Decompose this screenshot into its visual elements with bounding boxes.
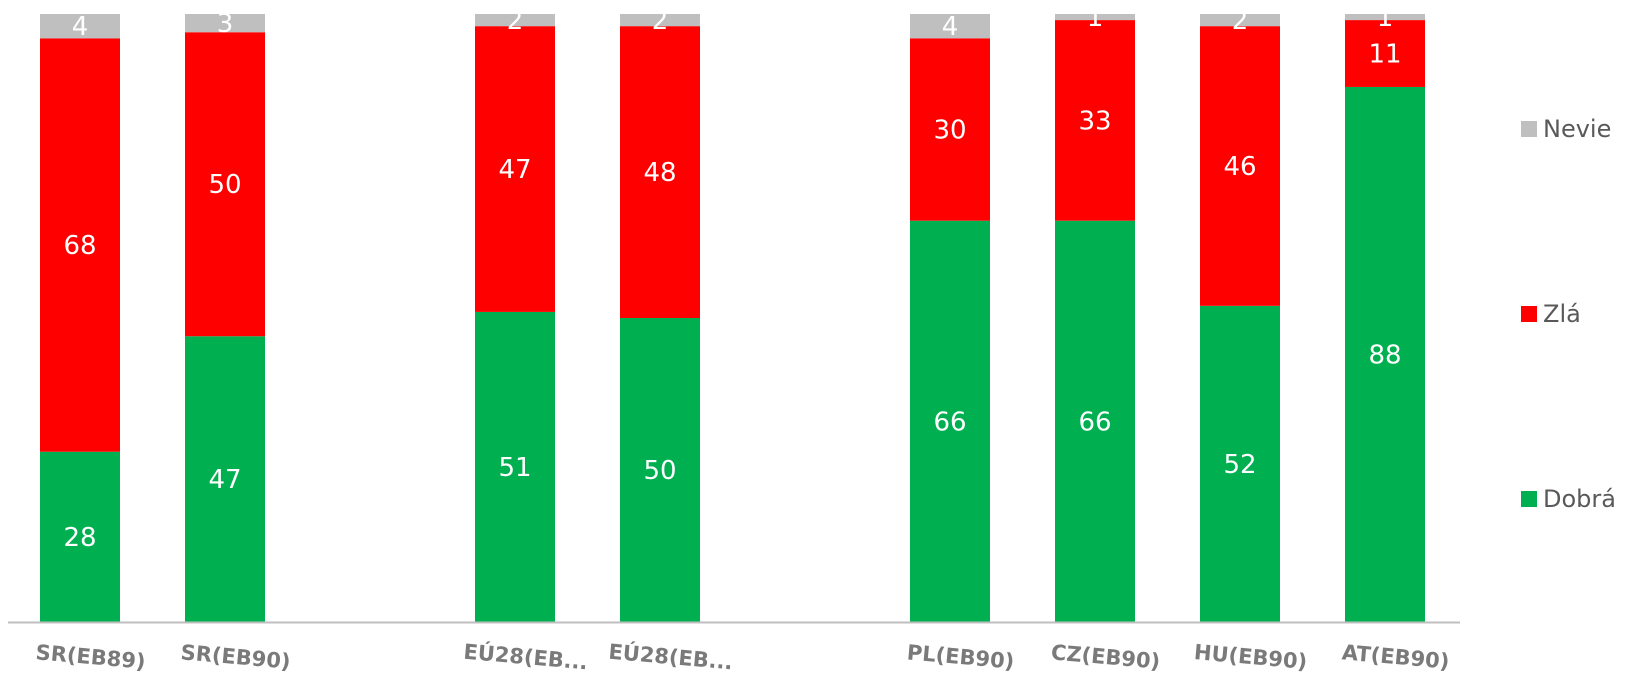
data-label-zlá-3: 48 [643, 158, 676, 188]
data-label-nevie-5: 1 [1087, 3, 1104, 33]
bar-nevie-2 [475, 14, 555, 27]
data-label-dobrá-4: 66 [933, 407, 966, 437]
bar-dobrá-4 [910, 220, 990, 622]
legend: Nevie Zlá Dobrá [1521, 115, 1616, 513]
bar-nevie-6 [1200, 14, 1280, 27]
data-label-zlá-5: 33 [1078, 106, 1111, 136]
data-label-dobrá-2: 51 [498, 453, 531, 483]
bar-nevie-7 [1345, 14, 1425, 21]
data-label-dobrá-6: 52 [1223, 450, 1256, 480]
data-label-zlá-2: 47 [498, 155, 531, 185]
bar-dobrá-0 [40, 451, 120, 622]
legend-label-nevie: Nevie [1543, 115, 1611, 143]
legend-swatch-dobrá [1521, 491, 1537, 507]
data-label-zlá-1: 50 [208, 170, 241, 200]
legend-label-zlá: Zlá [1543, 300, 1581, 328]
data-label-nevie-1: 3 [217, 9, 234, 39]
bar-zlá-5 [1055, 20, 1135, 221]
bar-dobrá-2 [475, 311, 555, 622]
bar-zlá-3 [620, 26, 700, 318]
data-label-zlá-6: 46 [1223, 152, 1256, 182]
bars-layer [40, 14, 1425, 622]
legend-swatch-nevie [1521, 121, 1537, 137]
bar-nevie-5 [1055, 14, 1135, 21]
x-tick-label: EÚ28(EB... [608, 639, 734, 675]
data-label-nevie-7: 1 [1377, 3, 1394, 33]
legend-label-dobrá: Dobrá [1543, 485, 1616, 513]
bar-dobrá-1 [185, 336, 265, 622]
bar-nevie-1 [185, 14, 265, 33]
bar-zlá-0 [40, 38, 120, 452]
legend-swatch-zlá [1521, 306, 1537, 322]
data-label-dobrá-7: 88 [1368, 340, 1401, 370]
data-label-zlá-0: 68 [63, 231, 96, 261]
data-label-nevie-6: 2 [1232, 6, 1249, 36]
bar-zlá-6 [1200, 26, 1280, 306]
data-label-zlá-4: 30 [933, 116, 966, 146]
data-label-dobrá-5: 66 [1078, 407, 1111, 437]
bar-dobrá-6 [1200, 305, 1280, 622]
data-label-nevie-2: 2 [507, 6, 524, 36]
x-tick-labels: SR(EB89) SR(EB90) EÚ28(EB... EÚ28(EB... PL(E… [35, 639, 1451, 675]
data-label-nevie-3: 2 [652, 6, 669, 36]
data-label-dobrá-1: 47 [208, 465, 241, 495]
data-label-zlá-7: 11 [1368, 40, 1401, 70]
bar-dobrá-7 [1345, 86, 1425, 622]
x-tick-label: AT(EB90) [1341, 640, 1450, 673]
x-tick-label: HU(EB90) [1193, 640, 1308, 674]
bar-nevie-0 [40, 14, 120, 39]
x-tick-label: SR(EB90) [180, 640, 292, 674]
bar-nevie-3 [620, 14, 700, 27]
bar-zlá-7 [1345, 20, 1425, 87]
bar-zlá-2 [475, 26, 555, 312]
data-label-dobrá-0: 28 [63, 523, 96, 553]
x-tick-label: EÚ28(EB... [463, 639, 589, 675]
bar-nevie-4 [910, 14, 990, 39]
bar-zlá-4 [910, 38, 990, 221]
x-tick-label: SR(EB89) [35, 640, 147, 674]
bar-zlá-1 [185, 32, 265, 337]
data-label-nevie-0: 4 [72, 12, 89, 42]
bar-dobrá-3 [620, 318, 700, 622]
x-tick-label: PL(EB90) [906, 640, 1015, 673]
x-tick-label: CZ(EB90) [1050, 640, 1161, 673]
data-label-nevie-4: 4 [942, 12, 959, 42]
bar-dobrá-5 [1055, 220, 1135, 622]
data-label-dobrá-3: 50 [643, 456, 676, 486]
